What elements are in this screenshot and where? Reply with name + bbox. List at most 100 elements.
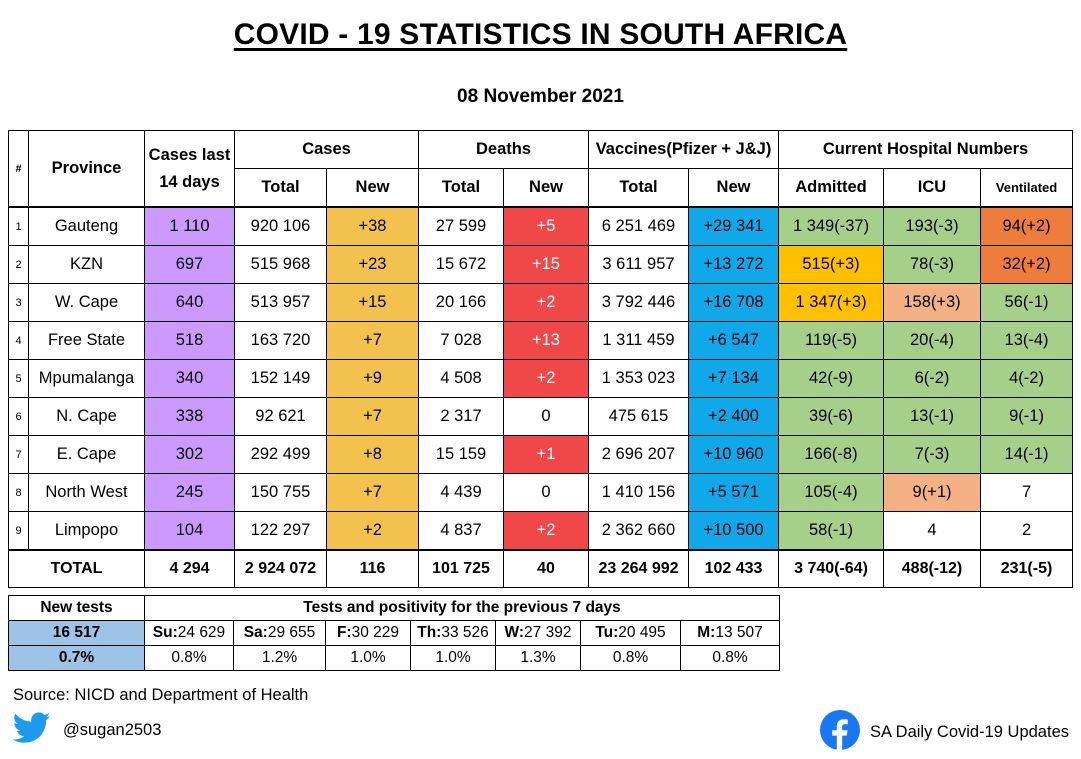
cases-new: +7 (326, 321, 419, 360)
vaccines-total: 1 311 459 (588, 321, 689, 360)
day-positivity: 1.3% (495, 645, 581, 671)
row-number: 3 (8, 283, 29, 322)
province-name: N. Cape (28, 397, 145, 436)
cases-total: 292 499 (234, 435, 327, 474)
deaths-total: 7 028 (418, 321, 504, 360)
vaccines-new: +7 134 (687, 359, 780, 398)
cases-new: +38 (326, 206, 419, 246)
icu: 193(-3) (883, 206, 982, 246)
vaccines-total: 3 792 446 (588, 283, 689, 322)
tests-header: Tests and positivity for the previous 7 … (143, 595, 781, 621)
table-row: 2 KZN 697 515 968 +23 15 672 +15 3 611 9… (8, 245, 1074, 284)
deaths-new: +2 (503, 511, 589, 551)
table-row: 1 Gauteng 1 110 920 106 +38 27 599 +5 6 … (8, 206, 1074, 246)
cases-14-days: 340 (144, 359, 235, 398)
ventilated: 13(-4) (980, 321, 1074, 360)
total-ventilated: 231(-5) (980, 549, 1074, 588)
ventilated: 14(-1) (980, 435, 1074, 474)
header-admitted: Admitted (778, 168, 885, 208)
admitted: 119(-5) (778, 321, 885, 360)
source-note: Source: NICD and Department of Health (13, 686, 309, 704)
total-vaccines-new: 102 433 (687, 549, 780, 588)
total-cases-new: 116 (326, 549, 419, 588)
province-name: KZN (28, 245, 145, 284)
admitted: 515(+3) (778, 245, 885, 284)
table-row: 5 Mpumalanga 340 152 149 +9 4 508 +2 1 3… (8, 359, 1074, 398)
admitted: 1 349(-37) (778, 206, 885, 246)
new-tests-label: New tests (8, 595, 145, 621)
positivity-value: 0.7% (8, 645, 145, 671)
day-tests: W:27 392 (495, 620, 581, 646)
twitter-credit[interactable]: @sugan2503 (12, 712, 162, 749)
total-cases-14-days: 4 294 (144, 549, 235, 588)
total-vaccines: 23 264 992 (588, 549, 689, 588)
header-vaccines-new: New (687, 168, 780, 208)
total-cases: 2 924 072 (234, 549, 327, 588)
vaccines-new: +2 400 (687, 397, 780, 436)
table-row: 8 North West 245 150 755 +7 4 439 0 1 41… (8, 473, 1074, 512)
header-vaccines-total: Total (588, 168, 689, 208)
cases-new: +9 (326, 359, 419, 398)
deaths-total: 2 317 (418, 397, 504, 436)
cases-total: 920 106 (234, 206, 327, 246)
row-number: 5 (8, 359, 29, 398)
tests-positivity-table: New tests Tests and positivity for the p… (8, 595, 781, 671)
day-tests-value: 27 392 (524, 624, 572, 641)
facebook-credit[interactable]: SA Daily Covid-19 Updates (819, 710, 1069, 755)
day-tests: Su:24 629 (144, 620, 234, 646)
header-cases-14-line1: Cases last (148, 145, 231, 164)
header-cases: Cases (234, 130, 419, 169)
day-label: Sa: (243, 624, 268, 641)
cases-new: +7 (326, 473, 419, 512)
total-admitted: 3 740(-64) (778, 549, 885, 588)
day-tests-value: 13 507 (715, 624, 763, 641)
vaccines-new: +10 960 (687, 435, 780, 474)
day-label: F: (336, 624, 352, 641)
ventilated: 56(-1) (980, 283, 1074, 322)
day-label: Tu: (595, 624, 619, 641)
cases-total: 122 297 (234, 511, 327, 551)
ventilated: 9(-1) (980, 397, 1074, 436)
header-deaths: Deaths (418, 130, 589, 169)
day-tests: M:13 507 (679, 620, 781, 646)
row-number: 8 (8, 473, 29, 512)
deaths-new: 0 (503, 397, 589, 436)
cases-14-days: 518 (144, 321, 235, 360)
admitted: 58(-1) (778, 511, 885, 551)
cases-total: 515 968 (234, 245, 327, 284)
total-icu: 488(-12) (883, 549, 982, 588)
vaccines-total: 1 353 023 (588, 359, 689, 398)
admitted: 39(-6) (778, 397, 885, 436)
table-row: 6 N. Cape 338 92 621 +7 2 317 0 475 615 … (8, 397, 1074, 436)
province-name: North West (28, 473, 145, 512)
cases-14-days: 245 (144, 473, 235, 512)
day-tests-value: 24 629 (177, 624, 226, 641)
report-date: 08 November 2021 (457, 86, 624, 107)
table-row: 4 Free State 518 163 720 +7 7 028 +13 1 … (8, 321, 1074, 360)
icu: 9(+1) (883, 473, 982, 512)
deaths-new: +13 (503, 321, 589, 360)
day-tests: Th:33 526 (410, 620, 496, 646)
vaccines-new: +29 341 (687, 206, 780, 246)
cases-total: 92 621 (234, 397, 327, 436)
vaccines-new: +5 571 (687, 473, 780, 512)
vaccines-total: 3 611 957 (588, 245, 689, 284)
twitter-handle[interactable]: @sugan2503 (63, 721, 162, 739)
vaccines-new: +13 272 (687, 245, 780, 284)
admitted: 166(-8) (778, 435, 885, 474)
admitted: 105(-4) (778, 473, 885, 512)
cases-14-days: 1 110 (144, 206, 235, 246)
header-num: # (8, 130, 29, 208)
ventilated: 32(+2) (980, 245, 1074, 284)
cases-total: 163 720 (234, 321, 327, 360)
icu: 20(-4) (883, 321, 982, 360)
deaths-total: 20 166 (418, 283, 504, 322)
day-tests: Sa:29 655 (233, 620, 326, 646)
cases-new: +2 (326, 511, 419, 551)
vaccines-total: 6 251 469 (588, 206, 689, 246)
cases-total: 513 957 (234, 283, 327, 322)
cases-total: 152 149 (234, 359, 327, 398)
ventilated: 94(+2) (980, 206, 1074, 246)
facebook-page-name[interactable]: SA Daily Covid-19 Updates (869, 723, 1069, 741)
deaths-new: +1 (503, 435, 589, 474)
